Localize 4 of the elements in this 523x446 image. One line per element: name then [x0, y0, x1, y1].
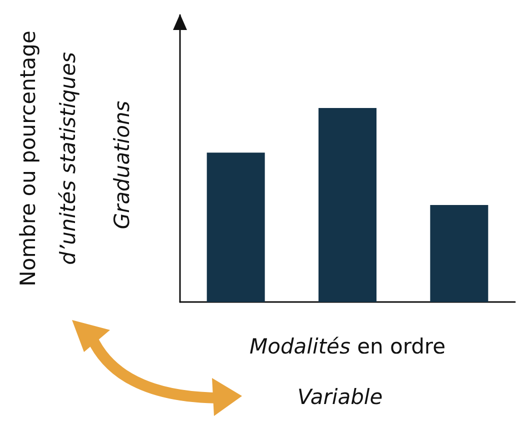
text: Variable [297, 385, 383, 409]
x-axis-title: Modalités en ordre [249, 334, 446, 358]
text: Graduations [110, 100, 134, 230]
y-axis-title: Nombre ou pourcentage d’unités statistiques [16, 30, 80, 286]
